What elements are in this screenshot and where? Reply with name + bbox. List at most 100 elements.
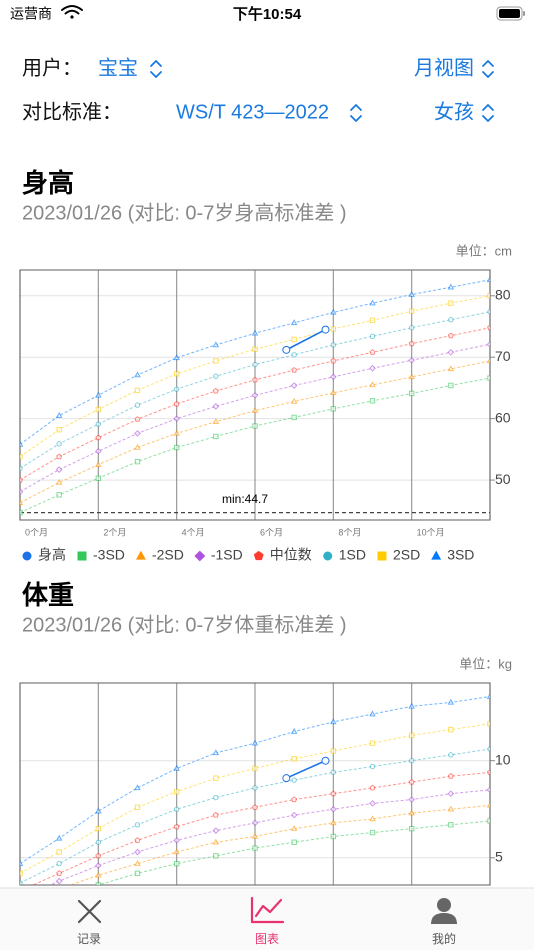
data-point (56, 870, 63, 876)
x-tick-label: 8个月 (338, 527, 361, 537)
chart-icon (250, 896, 285, 924)
data-point (369, 710, 376, 717)
data-point (173, 764, 180, 771)
data-point (251, 406, 259, 413)
record-icon (77, 899, 102, 924)
data-point (212, 403, 220, 410)
data-point (369, 815, 376, 822)
legend-label: -1SD (211, 547, 243, 563)
y-tick-label: 5 (495, 849, 503, 865)
y-tick-label: 70 (495, 348, 511, 364)
data-point (487, 324, 490, 331)
chevron (150, 60, 162, 78)
data-point (252, 785, 258, 791)
data-point (173, 429, 180, 436)
data-point (20, 499, 24, 506)
data-point (369, 740, 376, 746)
data-point (212, 811, 219, 818)
chart-title: 身高 (22, 168, 74, 198)
data-point (290, 382, 298, 389)
data-point (173, 415, 181, 422)
data-point (291, 366, 298, 373)
data-point (252, 361, 258, 368)
legend-label: -2SD (152, 547, 184, 563)
data-point (369, 398, 376, 404)
data-point (290, 824, 298, 831)
charts: 身高 2023/01/26 (对比: 0-7岁身高标准差 ) 单位：cm 50 60 70… (19, 168, 512, 886)
data-point (173, 836, 181, 844)
data-point (329, 373, 337, 381)
data-point (213, 358, 219, 364)
data-point (56, 492, 62, 498)
y-tick-label: 80 (495, 287, 511, 303)
data-point (95, 807, 102, 814)
data-point (447, 773, 454, 779)
data-point (173, 386, 180, 392)
data-point (55, 478, 63, 485)
data-point (408, 340, 415, 347)
data-point (487, 293, 490, 299)
data-point (95, 871, 102, 878)
tab-label[interactable]: 图表 (255, 932, 279, 946)
user-picker[interactable]: 宝宝 (98, 56, 138, 79)
data-point (173, 354, 180, 361)
data-point (290, 811, 298, 819)
data-point (20, 880, 23, 885)
data-point (252, 346, 258, 352)
data-point (134, 784, 141, 791)
data-point (282, 345, 291, 354)
data-point (20, 488, 24, 496)
data-point (55, 411, 63, 418)
data-point (252, 804, 258, 810)
legend-label: -3SD (93, 547, 125, 563)
data-point (251, 819, 259, 827)
data-point (486, 801, 490, 808)
data-point (291, 414, 297, 421)
data-point (95, 461, 102, 467)
data-point (95, 406, 102, 413)
legend-label: 1SD (339, 547, 366, 563)
data-point (95, 421, 102, 427)
data-point (408, 373, 415, 380)
standard-picker[interactable]: WS/T 423—2022 (176, 101, 329, 123)
data-point (369, 829, 376, 836)
plot-frame (19, 682, 491, 886)
unit-label: 单位：cm (456, 243, 512, 258)
data-point (20, 440, 24, 447)
data-point (447, 348, 455, 356)
gender-picker[interactable]: 女孩 (434, 100, 474, 123)
data-point (213, 853, 219, 859)
data-point (213, 794, 219, 801)
chart: 体重 2023/01/26 (对比: 0-7岁体重标准差 ) 单位：kg 5 10 (19, 580, 512, 886)
data-point (134, 430, 141, 437)
plot-frame (19, 269, 491, 521)
data-point (448, 752, 454, 758)
data-point (291, 756, 297, 762)
data-point (55, 834, 63, 841)
data-point (134, 387, 141, 394)
data-point (448, 300, 454, 306)
data-point (330, 326, 337, 332)
x-tick-label: 10个月 (417, 527, 445, 537)
data-point (486, 340, 490, 348)
series-line (286, 759, 326, 779)
chart-subtitle: 2023/01/26 (对比: 0-7岁体重标准差 ) (22, 613, 347, 636)
data-point (447, 332, 454, 339)
data-point (134, 443, 141, 450)
data-point (330, 357, 337, 364)
tab-label[interactable]: 我的 (432, 931, 456, 946)
data-point (56, 427, 62, 433)
data-point (252, 376, 258, 383)
view-picker[interactable]: 月视图 (414, 56, 474, 79)
data-point (290, 319, 298, 326)
chart-title: 体重 (22, 580, 74, 610)
data-point (330, 342, 337, 348)
tab-label[interactable]: 记录 (77, 932, 101, 946)
chart-subtitle: 2023/01/26 (对比: 0-7岁身高标准差 ) (22, 201, 347, 224)
data-point (290, 727, 298, 734)
data-point (56, 441, 62, 447)
chevron (482, 104, 494, 122)
data-point (56, 860, 62, 867)
data-point (330, 748, 337, 754)
legend-swatch (22, 551, 32, 561)
